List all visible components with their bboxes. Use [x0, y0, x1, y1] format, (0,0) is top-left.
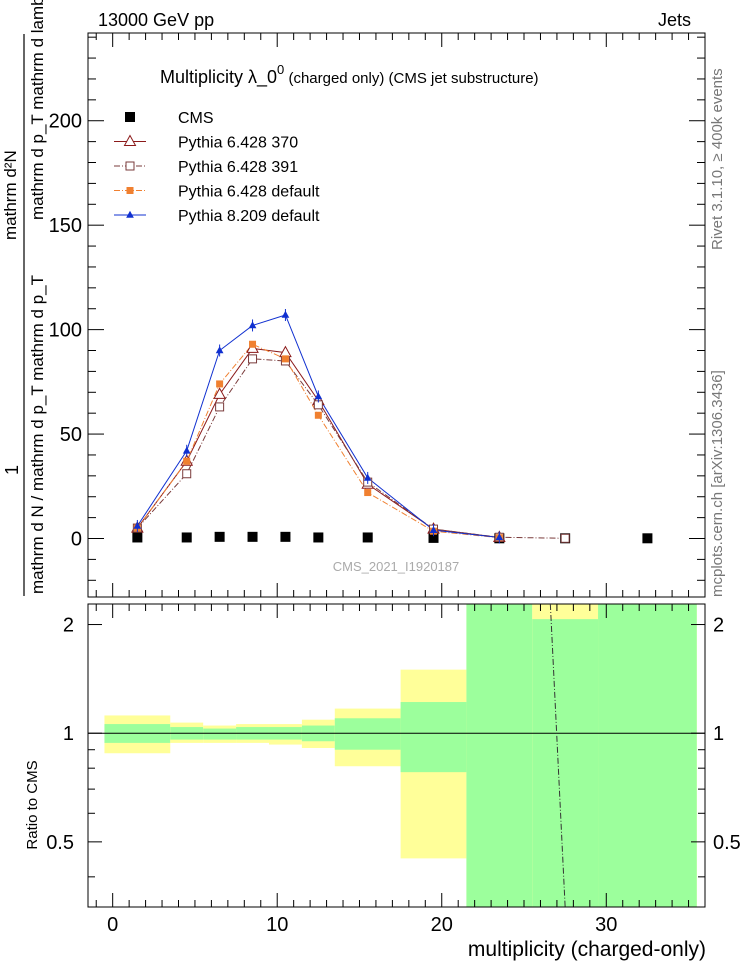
- data-point-pythia-8-209-default: [363, 473, 372, 481]
- legend-label-pythia-6-428-391: Pythia 6.428 391: [178, 159, 298, 176]
- data-point-pythia-6-428-391: [248, 354, 258, 364]
- header-right: Jets: [658, 10, 691, 30]
- x-tick-label: 0: [107, 914, 118, 936]
- data-point-pythia-6-428-default: [183, 457, 191, 465]
- legend-label-pythia-6-428-default: Pythia 6.428 default: [178, 184, 320, 201]
- ratio-band-stat-8: [466, 604, 533, 907]
- ratio-y-tick-label: 2: [63, 615, 74, 637]
- data-point-cms: [132, 532, 143, 543]
- series-points: [131, 309, 653, 544]
- legend-marker-pythia-6-428-370: [123, 134, 137, 146]
- axis-ticks: 0 50 100 150 200 0 10 20 30 0.5 0.5 1 1 2 2: [46, 33, 741, 936]
- ratio-y-tick-label: 1: [63, 723, 74, 745]
- data-point-pythia-6-428-default: [364, 489, 372, 497]
- data-point-cms: [313, 532, 324, 543]
- data-point-cms: [362, 532, 373, 543]
- ratio-band-stat-10: [598, 604, 697, 907]
- data-point-pythia-6-428-391: [215, 402, 225, 412]
- data-point-pythia-6-428-391: [182, 469, 192, 479]
- mcplots-label: mcplots.cern.ch [arXiv:1306.3436]: [709, 370, 726, 597]
- ratio-plot-frame: [87, 603, 706, 908]
- chart-title-sup: 0: [277, 62, 284, 77]
- y-axis-label-mid: mathrm d p_T mathrm d lambda: [28, 0, 47, 220]
- data-point-cms: [247, 531, 258, 542]
- series-line-pythia-6-428-391: [136, 358, 566, 539]
- y-axis-label-top: mathrm d²N: [1, 150, 20, 240]
- rivet-label: Rivet 3.1.10, ≥ 400k events: [709, 68, 726, 250]
- data-point-cms: [214, 531, 225, 542]
- x-tick-label: 10: [266, 914, 288, 936]
- y-axis-label-bottom: mathrm d N / mathrm d p_T mathrm d p_T: [28, 275, 47, 594]
- ratio-y-axis-label: Ratio to CMS: [24, 760, 41, 849]
- legend-marker-pythia-8-209-default: [126, 210, 134, 218]
- data-point-pythia-8-209-default: [314, 392, 323, 400]
- ratio-y-tick-label: 1: [713, 723, 724, 745]
- y-axis-label-numerator: 1: [2, 465, 22, 475]
- series-line-pythia-6-428-default: [136, 343, 500, 539]
- watermark: CMS_2021_I1920187: [333, 559, 460, 574]
- legend-marker-pythia-6-428-default: [126, 187, 134, 194]
- ratio-band-stat-7: [400, 702, 467, 773]
- data-point-cms: [428, 532, 439, 543]
- data-point-pythia-8-209-default: [215, 346, 224, 354]
- ratio-band-stat-2: [203, 728, 237, 740]
- plot-frames: [87, 32, 706, 908]
- series-line-pythia-8-209-default: [136, 314, 500, 538]
- legend-label-pythia-6-428-370: Pythia 6.428 370: [178, 135, 298, 152]
- data-point-pythia-8-209-default: [281, 310, 290, 318]
- data-point-pythia-8-209-default: [133, 521, 142, 529]
- data-point-pythia-6-428-default: [216, 380, 224, 388]
- legend-marker-pythia-6-428-391: [125, 161, 135, 171]
- main-y-tick-label: 0: [71, 529, 82, 551]
- chart-title: Multiplicity λ_00 (charged only) (CMS je…: [160, 62, 539, 88]
- data-point-pythia-6-428-default: [249, 340, 257, 348]
- main-y-tick-label: 100: [49, 320, 82, 342]
- ratio-y-tick-label: 2: [713, 615, 724, 637]
- series-line-pythia-6-428-370: [136, 347, 500, 538]
- legend: CMS Pythia 6.428 370 Pythia 6.428 391 Pythi…: [114, 110, 320, 225]
- data-point-pythia-8-209-default: [495, 533, 504, 541]
- x-tick-label: 30: [595, 914, 617, 936]
- data-point-pythia-8-209-default: [248, 321, 257, 329]
- data-point-cms: [642, 533, 653, 544]
- x-tick-label: 20: [431, 914, 453, 936]
- ratio-y-tick-label: 0.5: [713, 832, 741, 854]
- header-left: 13000 GeV pp: [98, 10, 214, 30]
- ratio-band-stat-9: [532, 619, 599, 907]
- data-point-pythia-8-209-default: [182, 446, 191, 454]
- legend-marker-cms: [125, 112, 135, 122]
- main-y-tick-label: 200: [49, 111, 82, 133]
- data-point-pythia-6-428-370: [279, 345, 292, 358]
- ratio-y-tick-label: 0.5: [46, 832, 74, 854]
- data-point-pythia-6-428-default: [281, 355, 289, 363]
- legend-label-cms: CMS: [178, 110, 214, 127]
- main-plot-frame: [87, 32, 706, 598]
- data-point-pythia-6-428-391: [560, 533, 570, 543]
- data-point-cms: [280, 531, 291, 542]
- ratio-bands: [88, 604, 705, 907]
- legend-label-pythia-8-209-default: Pythia 8.209 default: [178, 208, 320, 225]
- chart-title-rest: (charged only) (CMS jet substructure): [284, 70, 538, 87]
- main-y-tick-label: 150: [49, 215, 82, 237]
- x-axis-label: multiplicity (charged-only): [468, 938, 706, 961]
- main-y-tick-label: 50: [60, 424, 82, 446]
- data-point-pythia-6-428-370: [213, 387, 226, 399]
- ratio-line-pythia-6428-391: [549, 603, 566, 908]
- data-point-cms: [181, 532, 192, 543]
- chart-title-main: Multiplicity λ_0: [160, 67, 277, 88]
- data-point-pythia-8-209-default: [429, 525, 438, 533]
- data-point-pythia-6-428-default: [314, 411, 322, 419]
- ratio-band-stat-6: [334, 718, 401, 750]
